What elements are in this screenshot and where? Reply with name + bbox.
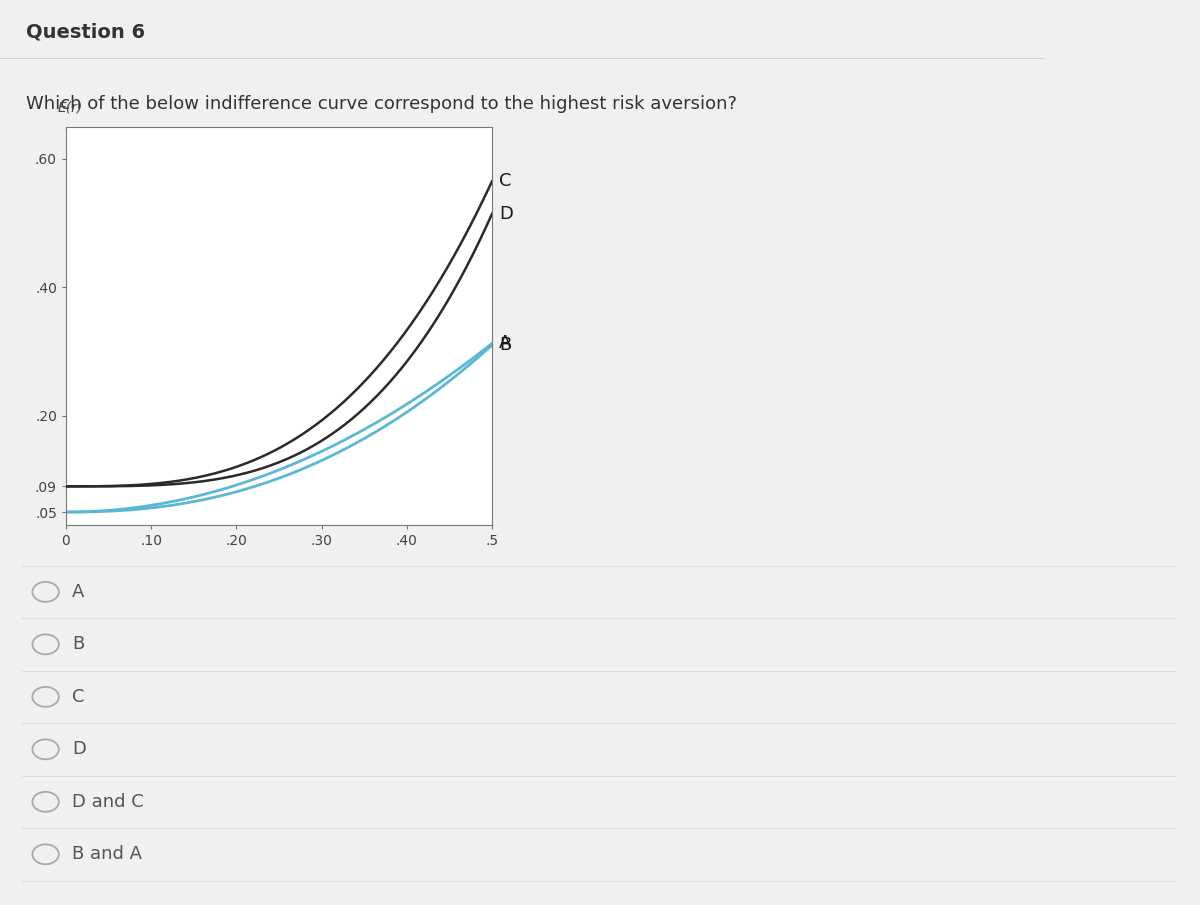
Text: C: C: [499, 172, 511, 190]
Text: E(r): E(r): [58, 100, 83, 115]
Text: A: A: [72, 583, 84, 601]
Text: D: D: [499, 205, 514, 223]
Text: D and C: D and C: [72, 793, 144, 811]
Text: Which of the below indifference curve correspond to the highest risk aversion?: Which of the below indifference curve co…: [26, 95, 737, 113]
Text: D: D: [72, 740, 86, 758]
Text: A: A: [499, 335, 511, 352]
Text: B and A: B and A: [72, 845, 142, 863]
Text: B: B: [499, 336, 511, 354]
Text: Question 6: Question 6: [26, 23, 145, 42]
Text: C: C: [72, 688, 84, 706]
Text: B: B: [72, 635, 84, 653]
